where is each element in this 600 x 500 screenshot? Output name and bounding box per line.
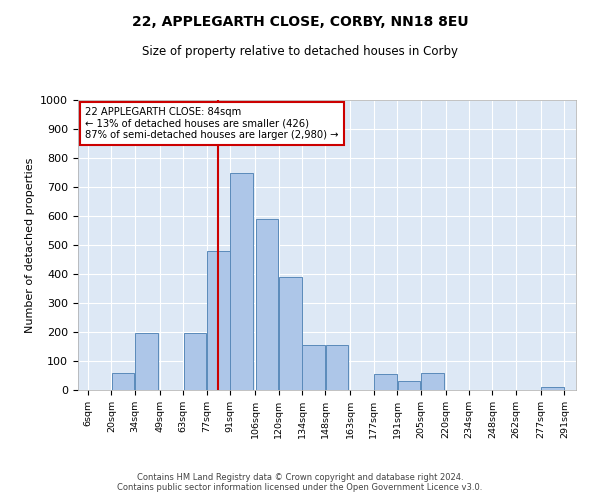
- Bar: [184, 334, 206, 390]
- Bar: [207, 251, 230, 390]
- Bar: [421, 372, 443, 390]
- Text: 22, APPLEGARTH CLOSE, CORBY, NN18 8EU: 22, APPLEGARTH CLOSE, CORBY, NN18 8EU: [131, 15, 469, 29]
- Bar: [374, 374, 397, 390]
- Bar: [279, 277, 302, 390]
- Bar: [398, 382, 420, 390]
- Text: Size of property relative to detached houses in Corby: Size of property relative to detached ho…: [142, 45, 458, 58]
- Bar: [326, 345, 349, 390]
- Bar: [302, 345, 325, 390]
- Y-axis label: Number of detached properties: Number of detached properties: [25, 158, 35, 332]
- Bar: [541, 387, 564, 390]
- Text: Contains HM Land Registry data © Crown copyright and database right 2024.
Contai: Contains HM Land Registry data © Crown c…: [118, 473, 482, 492]
- Bar: [135, 334, 158, 390]
- Bar: [256, 219, 278, 390]
- Bar: [112, 372, 134, 390]
- Text: 22 APPLEGARTH CLOSE: 84sqm
← 13% of detached houses are smaller (426)
87% of sem: 22 APPLEGARTH CLOSE: 84sqm ← 13% of deta…: [85, 108, 339, 140]
- Bar: [230, 172, 253, 390]
